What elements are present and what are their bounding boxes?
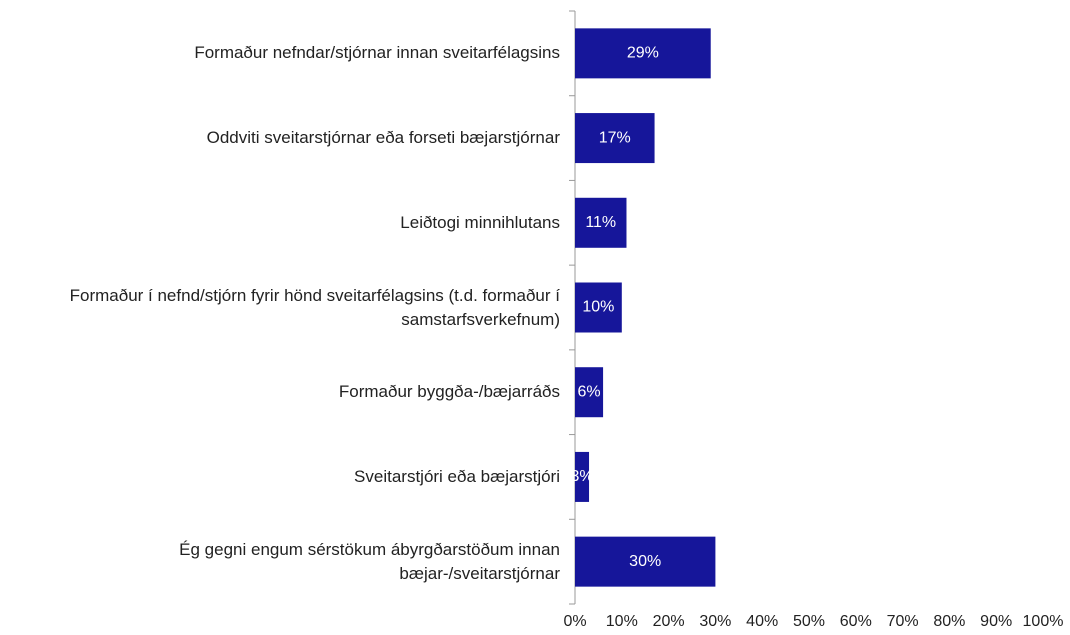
category-label: Leiðtogi minnihlutans (400, 212, 560, 232)
category-label: Sveitarstjóri eða bæjarstjóri (354, 466, 560, 486)
bar (575, 282, 622, 333)
bar (575, 536, 716, 587)
x-tick-label: 60% (840, 613, 872, 630)
value-label: 30% (629, 553, 661, 570)
bar (575, 367, 604, 418)
category-label: Ég gegni engum sérstökum ábyrgðarstöðum … (179, 539, 560, 583)
value-label: 11% (585, 214, 616, 231)
bar (575, 451, 590, 502)
x-tick-label: 80% (933, 613, 965, 630)
x-tick-label: 90% (980, 613, 1012, 630)
category-label: Formaður byggða-/bæjarráðs (338, 382, 560, 402)
category-label: Formaður í nefnd/stjórn fyrir hönd sveit… (69, 285, 560, 329)
x-tick-label: 100% (1023, 613, 1064, 630)
x-tick-label: 70% (887, 613, 919, 630)
value-label: 6% (577, 383, 600, 400)
bar (575, 28, 711, 79)
bar (575, 113, 655, 164)
x-tick-label: 40% (746, 613, 778, 630)
x-tick-label: 20% (653, 613, 685, 630)
x-tick-label: 30% (699, 613, 731, 630)
value-label: 17% (599, 129, 631, 146)
value-label: 10% (582, 299, 614, 316)
x-tick-label: 0% (563, 613, 586, 630)
category-label: Formaður nefndar/stjórnar innan sveitarf… (194, 43, 560, 63)
value-label: 29% (627, 45, 659, 62)
value-label: 3% (570, 468, 593, 485)
x-tick-label: 50% (793, 613, 825, 630)
category-label: Oddviti sveitarstjórnar eða forseti bæja… (206, 128, 560, 148)
bar (575, 197, 627, 248)
x-tick-label: 10% (606, 613, 638, 630)
